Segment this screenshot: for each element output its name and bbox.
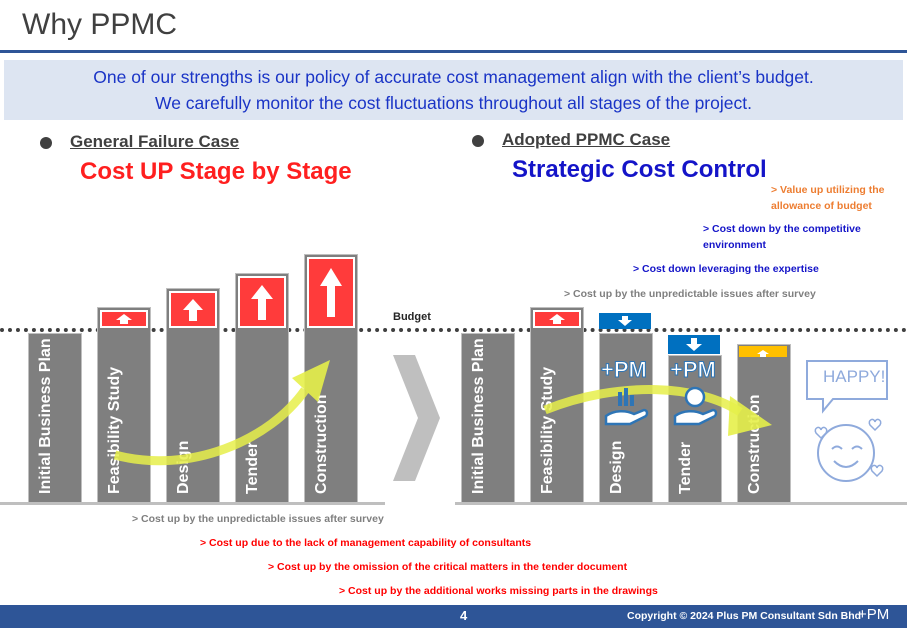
note-value-up-line2: allowance of budget bbox=[771, 200, 872, 212]
note-left-omission: > Cost up by the omission of the critica… bbox=[268, 561, 628, 573]
happy-text: HAPPY! bbox=[823, 367, 886, 386]
footer-bar bbox=[0, 605, 907, 628]
speech-bubble-icon bbox=[806, 360, 888, 414]
note-left-additional: > Cost up by the additional works missin… bbox=[339, 585, 658, 597]
banner-line-1: One of our strengths is our policy of ac… bbox=[93, 67, 814, 87]
hand-chart-icon bbox=[604, 388, 649, 426]
up-arrow-icon bbox=[183, 299, 203, 321]
note-cost-up-survey: > Cost up by the unpredictable issues af… bbox=[564, 288, 816, 300]
controlled-cost-curve bbox=[543, 385, 743, 416]
pm-logo: +PM bbox=[670, 357, 717, 383]
cost-up-box bbox=[238, 276, 286, 328]
ppmc-case-heading: Adopted PPMC Case bbox=[502, 130, 671, 149]
ground-line-right bbox=[455, 502, 907, 505]
note-left-survey: > Cost up by the unpredictable issues af… bbox=[132, 513, 384, 525]
budget-line bbox=[0, 328, 907, 332]
transition-chevron-icon bbox=[393, 355, 440, 481]
up-arrow-icon bbox=[116, 314, 132, 324]
note-cost-down-competitive-line1: > Cost down by the competitive bbox=[703, 223, 861, 235]
smiley-face-icon bbox=[814, 418, 884, 482]
banner-line-2: We carefully monitor the cost fluctuatio… bbox=[155, 93, 752, 113]
cost-up-box bbox=[169, 291, 217, 328]
pm-logo: +PM bbox=[601, 357, 648, 383]
down-arrow-icon bbox=[618, 316, 632, 326]
up-arrow-icon bbox=[757, 350, 769, 357]
note-cost-down-competitive-line2: environment bbox=[703, 239, 767, 251]
up-arrow-icon bbox=[549, 314, 565, 324]
up-arrow-icon bbox=[320, 268, 342, 317]
failure-case-heading: General Failure Case bbox=[70, 132, 240, 151]
bullet-icon bbox=[472, 135, 484, 147]
intro-banner: One of our strengths is our policy of ac… bbox=[4, 60, 903, 120]
bullet-icon bbox=[40, 137, 52, 149]
cost-up-box bbox=[100, 310, 148, 328]
budget-label: Budget bbox=[393, 311, 431, 323]
up-arrow-icon bbox=[251, 285, 273, 320]
down-arrow-icon bbox=[686, 338, 702, 351]
value-up-box bbox=[739, 346, 787, 357]
right-stage-bar: Initial Business Plan bbox=[461, 333, 515, 503]
right-stage-bar: Tender bbox=[668, 355, 722, 503]
title-divider bbox=[0, 50, 907, 53]
cost-down-box bbox=[668, 335, 720, 354]
ground-line-left bbox=[0, 502, 385, 505]
failure-case-headline: Cost UP Stage by Stage bbox=[80, 158, 352, 185]
ppmc-case-headline: Strategic Cost Control bbox=[512, 156, 767, 183]
controlled-cost-arrowhead bbox=[728, 396, 772, 436]
cost-up-arrowhead bbox=[292, 360, 330, 402]
page-title: Why PPMC bbox=[22, 8, 178, 41]
copyright-text: Copyright © 2024 Plus PM Consultant Sdn … bbox=[627, 610, 862, 622]
left-stage-bar: Feasibility Study bbox=[97, 307, 151, 503]
cost-down-box bbox=[599, 313, 651, 329]
left-stage-bar: Initial Business Plan bbox=[28, 333, 82, 503]
cost-up-curve bbox=[113, 387, 309, 466]
cost-up-box bbox=[533, 310, 581, 328]
hand-money-icon bbox=[673, 386, 718, 426]
note-left-management: > Cost up due to the lack of management … bbox=[200, 537, 532, 549]
note-value-up-line1: > Value up utilizing the bbox=[771, 184, 885, 196]
note-cost-down-expertise: > Cost down leveraging the expertise bbox=[633, 263, 819, 275]
page-number: 4 bbox=[460, 608, 468, 623]
cost-up-box bbox=[307, 257, 355, 328]
footer-logo: +PM bbox=[858, 606, 890, 623]
